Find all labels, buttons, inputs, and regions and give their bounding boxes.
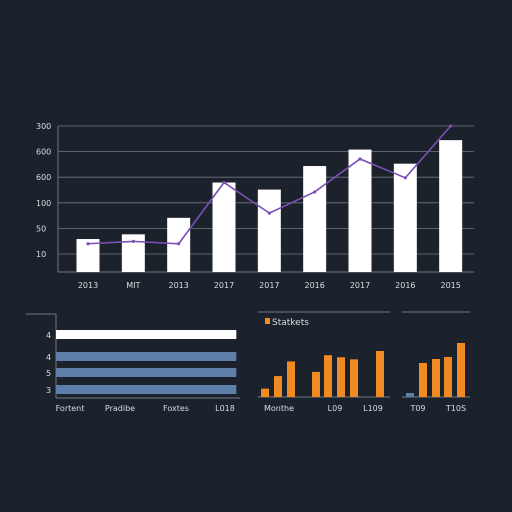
main-y-tick-label: 10 — [36, 250, 46, 259]
orange-bar — [444, 357, 452, 397]
hbar-x-tick-label: L018 — [215, 404, 235, 413]
main-x-tick-label: MIT — [126, 281, 140, 290]
orange-bar — [432, 359, 440, 397]
main-bar — [212, 182, 236, 272]
orange-bar — [376, 351, 384, 397]
orange-bar — [324, 355, 332, 397]
main-x-tick-label: 2013 — [78, 281, 98, 290]
orange-bar — [261, 388, 269, 397]
main-y-tick-labels: 300 600 600 100 50 10 — [36, 122, 51, 259]
hbar-y-tick-label: 4 — [46, 353, 51, 362]
main-y-tick-label: 300 — [36, 122, 51, 131]
hbar-y-tick-labels: 4 4 5 3 — [46, 331, 51, 395]
orange-bar — [287, 361, 295, 397]
main-bar — [121, 234, 145, 272]
main-bar — [76, 239, 100, 272]
main-y-tick-label: 600 — [36, 148, 51, 157]
main-line-point — [177, 242, 181, 246]
orange-x-tick-label: T09 — [409, 404, 425, 413]
hbar-bar — [56, 352, 237, 361]
orange-bar — [406, 393, 414, 397]
main-line-point — [403, 176, 407, 180]
main-line-point — [267, 211, 271, 215]
orange2-x-tick-labels: T09 T10S — [409, 404, 466, 413]
orange-x-tick-label: T10S — [445, 404, 466, 413]
orange-bar — [312, 371, 320, 397]
orange1-bars — [261, 351, 384, 397]
orange-bar — [350, 359, 358, 397]
main-chart: 300 600 600 100 50 10 2013 MIT 2013 2017 2017 2016… — [36, 122, 474, 290]
hbar-x-tick-labels: Fortent Pradibe Foxtes L018 — [56, 404, 235, 413]
hbar-bar — [56, 330, 237, 339]
hbar-y-tick-label: 3 — [46, 386, 51, 395]
hbar-x-tick-label: Pradibe — [105, 404, 135, 413]
main-x-tick-label: 2016 — [395, 281, 415, 290]
main-line-point — [131, 239, 135, 243]
main-x-tick-label: 2015 — [440, 281, 460, 290]
main-x-tick-labels: 2013 MIT 2013 2017 2017 2016 2017 2016 2015 — [78, 281, 461, 290]
main-bar — [303, 166, 327, 272]
hbar-bars — [56, 330, 237, 394]
main-line-point — [313, 190, 317, 194]
main-bars — [76, 140, 463, 272]
hbar-y-tick-label: 5 — [46, 369, 51, 378]
orange-chart-1: Statkets Monthe L09 L109 — [258, 311, 390, 413]
hbar-x-tick-label: Foxtes — [163, 404, 189, 413]
main-bar — [393, 163, 417, 272]
main-x-tick-label: 2016 — [304, 281, 324, 290]
orange2-bars — [406, 343, 465, 397]
main-x-tick-label: 2017 — [214, 281, 234, 290]
main-line-point — [449, 124, 453, 128]
main-x-tick-label: 2017 — [259, 281, 279, 290]
orange-bar — [337, 357, 345, 397]
orange-chart-2: T09 T10S — [402, 311, 470, 413]
main-bar — [439, 140, 463, 272]
main-line-point — [358, 157, 362, 161]
main-x-tick-label: 2017 — [350, 281, 370, 290]
main-trend-line-group — [86, 124, 453, 246]
orange1-legend-label: Statkets — [272, 318, 309, 328]
main-line-point — [222, 180, 226, 185]
orange-x-tick-label: L09 — [328, 404, 343, 413]
main-y-tick-label: 600 — [36, 173, 51, 182]
main-bar — [257, 189, 281, 272]
orange1-x-tick-labels: Monthe L09 L109 — [264, 404, 383, 413]
main-x-tick-label: 2013 — [168, 281, 188, 290]
hbar-bar — [56, 385, 237, 394]
main-y-tick-label: 50 — [36, 224, 46, 233]
hbar-x-tick-label: Fortent — [56, 404, 85, 413]
hbar-bar — [56, 368, 237, 377]
orange-x-tick-label: Monthe — [264, 404, 294, 413]
main-line-point — [86, 242, 90, 246]
main-bar — [348, 149, 372, 272]
orange-x-tick-label: L109 — [363, 404, 383, 413]
orange1-legend-swatch — [265, 318, 270, 324]
hbar-chart: 4 4 5 3 Fortent Pradibe Foxtes L018 — [26, 313, 240, 413]
orange-bar — [419, 363, 427, 397]
main-y-tick-label: 100 — [36, 199, 51, 208]
orange-bar — [457, 343, 465, 397]
hbar-y-tick-label: 4 — [46, 331, 51, 340]
orange-bar — [274, 376, 282, 397]
